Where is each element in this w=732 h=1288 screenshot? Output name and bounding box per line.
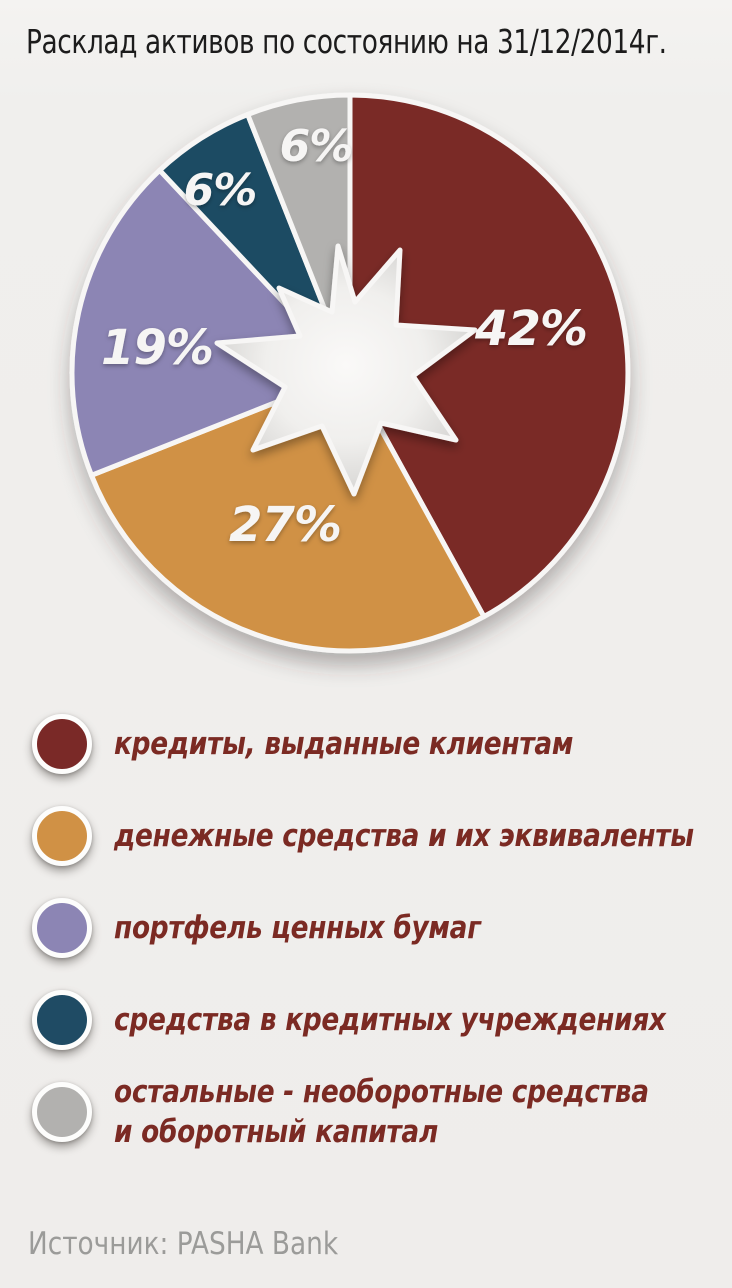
- legend-label: средства в кредитных учреждениях: [114, 1002, 666, 1038]
- source-note: Источник: PASHA Bank: [28, 1226, 339, 1262]
- legend-swatch-loans: [32, 714, 92, 774]
- pie-chart-svg: 42% 27% 19% 6% 6%: [69, 92, 631, 654]
- legend-label: портфель ценных бумаг: [114, 910, 481, 946]
- slice-percent-label: 19%: [101, 320, 213, 376]
- legend-swatch-other: [32, 1082, 92, 1142]
- pie-chart: 42% 27% 19% 6% 6%: [69, 92, 631, 654]
- pie-labels: 42% 27% 19% 6% 6%: [101, 121, 588, 553]
- pie-slice: [347, 92, 631, 620]
- legend-item: портфель ценных бумаг: [32, 898, 545, 958]
- slice-percent-label: 6%: [184, 165, 257, 216]
- legend-item: денежные средства и их эквиваленты: [32, 806, 732, 866]
- legend-swatch-credit-institutions: [32, 990, 92, 1050]
- star-cutout: [214, 243, 478, 497]
- slice-percent-label: 6%: [280, 121, 353, 172]
- legend-label: денежные средства и их эквиваленты: [114, 818, 694, 854]
- legend-label: кредиты, выданные клиентам: [114, 726, 574, 762]
- slice-percent-label: 27%: [229, 497, 341, 553]
- pie-slice: [89, 370, 487, 654]
- pie-slices: [69, 92, 631, 654]
- chart-title: Расклад активов по состоянию на 31/12/20…: [26, 22, 667, 61]
- slice-percent-label: 42%: [474, 301, 587, 357]
- pie-slice: [245, 92, 353, 376]
- legend-label: остальные - необоротные средства и оборо…: [114, 1074, 649, 1150]
- legend-swatch-cash: [32, 806, 92, 866]
- legend-swatch-securities: [32, 898, 92, 958]
- legend-item: остальные - необоротные средства и оборо…: [32, 1074, 732, 1150]
- legend-item: кредиты, выданные клиентам: [32, 714, 654, 774]
- legend-item: средства в кредитных учреждениях: [32, 990, 732, 1050]
